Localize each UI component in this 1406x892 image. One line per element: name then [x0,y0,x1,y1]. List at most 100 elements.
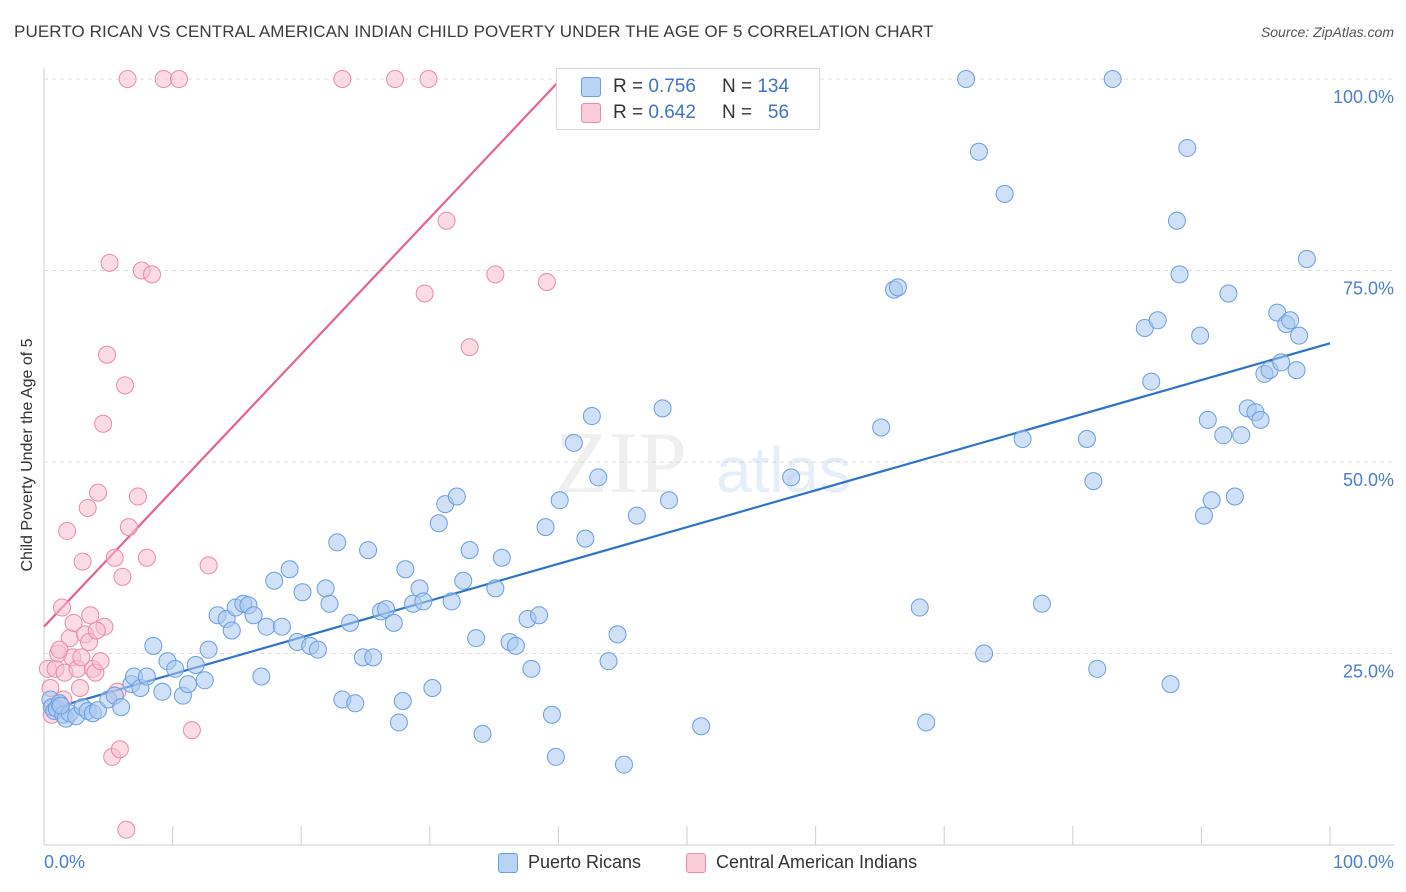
puerto-rican-point [599,652,618,671]
puerto-rican-point [393,691,412,710]
series-swatch-pink [686,852,706,873]
puerto-rican-point [589,468,608,487]
puerto-rican-point [423,678,442,697]
watermark: ZIP atlas [555,415,851,512]
puerto-rican-point [542,705,561,724]
y-tick-labels: 25.0% 50.0% 75.0% 100.0% [1333,87,1394,682]
puerto-rican-point [328,533,347,552]
x-tick-label-max: 100.0% [1332,852,1394,872]
legend-n-value: 134 [757,76,790,97]
central-american-indian-point [89,483,108,502]
puerto-rican-point [492,548,511,567]
puerto-rican-point [576,529,595,548]
legend-r-label: R = [613,76,644,97]
puerto-rican-point [257,617,276,636]
x-tick-label-min: 0.0% [44,852,86,872]
central-american-indian-point [486,265,505,284]
puerto-rican-point [414,592,433,611]
puerto-rican-point [341,613,360,632]
puerto-rican-point [252,667,271,686]
puerto-rican-point [51,696,70,715]
puerto-rican-point [359,541,378,560]
series-legend: Puerto Ricans Central American Indians [0,852,1406,876]
central-american-indian-point [128,487,147,506]
y-tick-label: 75.0% [1343,279,1394,299]
central-american-indian-point [182,721,201,740]
puerto-rican-point [460,541,479,560]
central-american-indian-point [199,556,218,575]
puerto-rican-point [1232,426,1251,445]
puerto-rican-point [1194,506,1213,525]
puerto-rican-point [1272,353,1291,372]
puerto-rican-point [467,629,486,648]
central-american-indian-point [100,253,119,272]
series-label: Central American Indians [716,852,918,872]
puerto-rican-point [1297,250,1316,269]
central-american-indian-point [50,640,69,659]
puerto-rican-point [442,592,461,611]
central-american-indian-point [333,70,352,88]
puerto-rican-point [346,694,365,713]
y-tick-label: 50.0% [1343,470,1394,490]
puerto-rican-point [308,640,327,659]
puerto-rican-point [377,600,396,619]
puerto-rican-point [1032,594,1051,613]
puerto-rican-point [429,514,448,533]
central-american-indian-point [437,211,456,230]
series-label: Puerto Ricans [528,852,642,872]
central-american-indian-point [64,613,83,632]
central-american-indian-point [110,740,129,759]
puerto-rican-point [1214,426,1233,445]
central-american-indian-point [94,414,113,433]
puerto-rican-point [195,671,214,690]
puerto-rican-point [653,399,672,418]
puerto-rican-point [320,594,339,613]
puerto-rican-point [473,724,492,743]
puerto-rican-point [506,636,525,655]
puerto-rican-point [1088,659,1107,678]
watermark-atlas: atlas [716,434,851,506]
puerto-rican-point [1202,491,1221,510]
puerto-rican-point [486,579,505,598]
puerto-rican-point [536,518,555,537]
central-american-indian-point [143,265,162,284]
central-american-indian-point [116,376,135,395]
y-tick-label: 25.0% [1343,662,1394,682]
puerto-rican-point [1077,430,1096,449]
puerto-rican-point [1225,487,1244,506]
puerto-rican-point [1013,430,1032,449]
central-american-indian-point [415,284,434,303]
puerto-rican-point [546,747,565,766]
y-tick-label: 100.0% [1333,87,1394,107]
puerto-rican-point [550,491,569,510]
puerto-rican-points [41,70,1316,774]
puerto-rican-point [265,571,284,590]
central-american-indian-points [38,70,556,839]
puerto-rican-point [199,640,218,659]
central-american-indian-point [105,548,124,567]
central-american-indian-point [118,70,137,88]
puerto-rican-point [244,606,263,625]
puerto-rican-point [1142,372,1161,391]
legend-row-central-american-indians: R = 0.642 N = 56 [581,101,789,125]
puerto-rican-point [153,682,172,701]
central-american-indian-point [460,338,479,357]
puerto-rican-point [1290,326,1309,345]
central-american-indian-point [81,606,100,625]
puerto-rican-point [1191,326,1210,345]
central-american-indian-point [537,272,556,291]
central-american-indian-point [419,70,438,88]
puerto-rican-point [1103,70,1122,88]
legend-n-label: N = [721,102,753,123]
puerto-rican-point [608,625,627,644]
puerto-rican-point [316,579,335,598]
puerto-rican-point [614,755,633,774]
puerto-rican-point [969,142,988,161]
central-american-indian-point [53,598,72,617]
puerto-rican-point [447,487,466,506]
puerto-rican-point [1167,211,1186,230]
puerto-rican-point [389,713,408,732]
puerto-rican-point [1084,472,1103,491]
puerto-rican-point [137,667,156,686]
